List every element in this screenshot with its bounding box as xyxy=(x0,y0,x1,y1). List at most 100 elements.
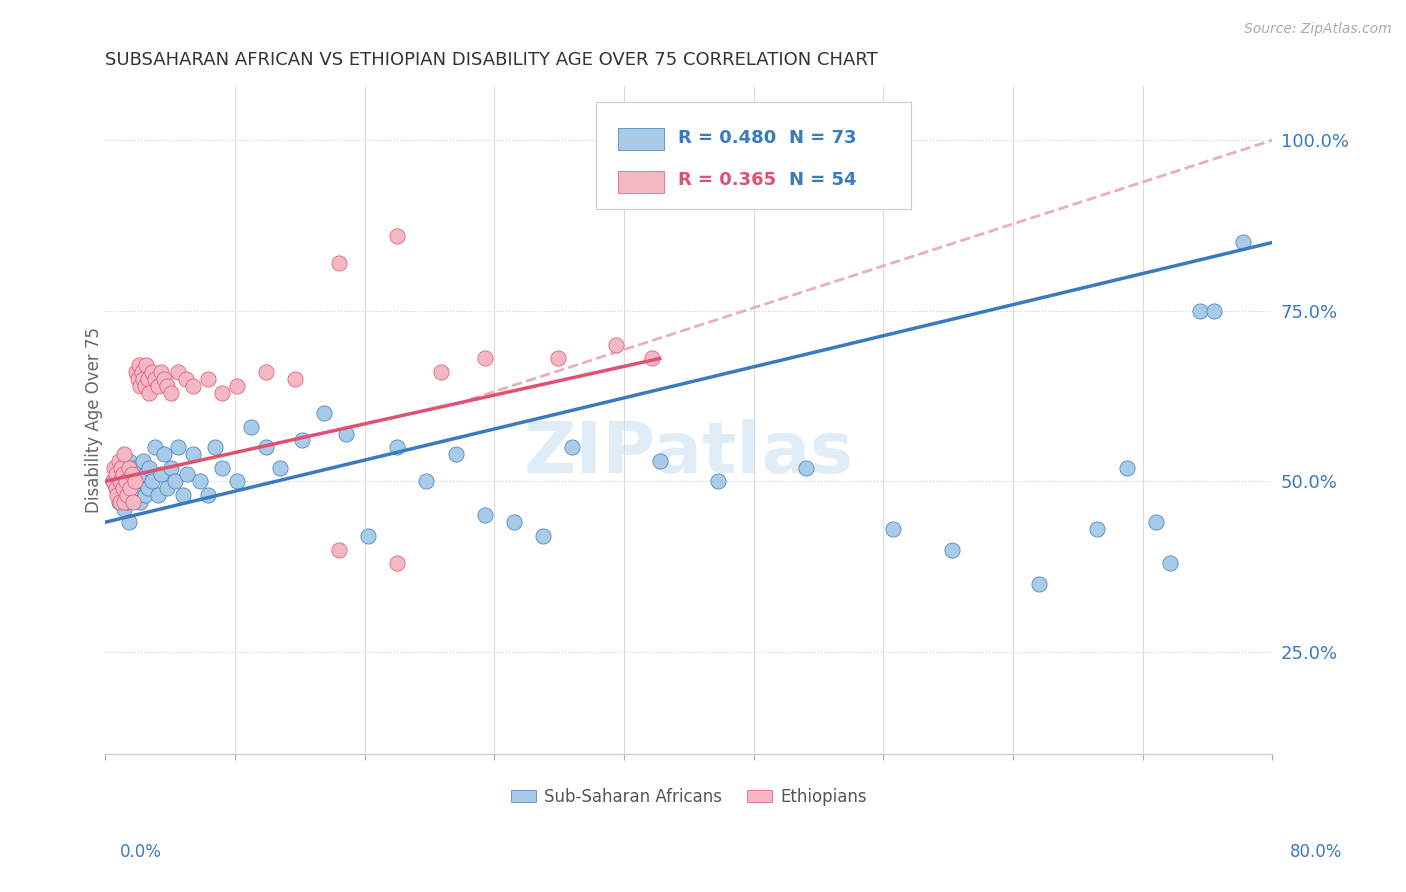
Point xyxy=(269,460,291,475)
Point xyxy=(174,372,197,386)
Point xyxy=(124,475,146,489)
Text: N = 73: N = 73 xyxy=(789,128,856,146)
Point xyxy=(104,481,127,495)
Point xyxy=(149,365,172,379)
Point xyxy=(131,475,153,489)
Point xyxy=(111,467,134,482)
Point xyxy=(129,378,152,392)
Point xyxy=(156,481,179,495)
Point xyxy=(128,460,150,475)
Point xyxy=(1188,303,1211,318)
Point xyxy=(605,338,627,352)
Point xyxy=(415,475,437,489)
Point xyxy=(122,460,145,475)
Point xyxy=(136,372,159,386)
Point xyxy=(444,447,467,461)
Point xyxy=(385,440,408,454)
Point xyxy=(176,467,198,482)
Point xyxy=(129,494,152,508)
Point xyxy=(111,481,134,495)
Point xyxy=(149,467,172,482)
Point xyxy=(335,426,357,441)
Point xyxy=(1115,460,1137,475)
Point xyxy=(197,372,219,386)
Point xyxy=(117,494,139,508)
Point xyxy=(124,475,146,489)
Point xyxy=(118,454,141,468)
Point xyxy=(1159,556,1181,570)
Point xyxy=(108,494,131,508)
Point xyxy=(284,372,307,386)
Point xyxy=(121,488,143,502)
Point xyxy=(156,378,179,392)
Point xyxy=(561,440,583,454)
Point xyxy=(641,351,664,366)
Point xyxy=(502,515,524,529)
Point xyxy=(141,475,163,489)
Point xyxy=(111,475,134,489)
Point xyxy=(121,467,143,482)
Point xyxy=(110,460,132,475)
Point xyxy=(122,494,145,508)
Point xyxy=(141,365,163,379)
Point xyxy=(188,475,211,489)
Point xyxy=(105,467,128,482)
Point xyxy=(254,365,277,379)
Point xyxy=(117,488,139,502)
Point xyxy=(118,460,141,475)
Point xyxy=(110,488,132,502)
Point xyxy=(1087,522,1109,536)
Point xyxy=(127,372,149,386)
Point xyxy=(531,529,554,543)
Point xyxy=(135,467,157,482)
Point xyxy=(314,406,336,420)
Point xyxy=(136,481,159,495)
Point xyxy=(225,475,247,489)
Point xyxy=(211,460,233,475)
Text: R = 0.365: R = 0.365 xyxy=(679,171,776,189)
Point xyxy=(160,460,183,475)
Point xyxy=(108,475,131,489)
Point xyxy=(385,556,408,570)
Point xyxy=(101,475,124,489)
Point xyxy=(165,475,187,489)
Point xyxy=(114,475,136,489)
Point xyxy=(128,358,150,372)
Point xyxy=(132,454,155,468)
Point xyxy=(118,515,141,529)
Point xyxy=(105,488,128,502)
Point xyxy=(172,488,194,502)
Point xyxy=(794,460,817,475)
Point xyxy=(125,365,148,379)
Point xyxy=(127,481,149,495)
Point xyxy=(254,440,277,454)
Point xyxy=(104,467,127,482)
Point xyxy=(101,475,124,489)
Point xyxy=(167,440,190,454)
Point xyxy=(112,447,135,461)
Point xyxy=(120,481,142,495)
Point xyxy=(1204,303,1226,318)
Point xyxy=(181,447,204,461)
Point xyxy=(143,372,166,386)
Point xyxy=(167,365,190,379)
Point xyxy=(474,508,496,523)
Point xyxy=(204,440,226,454)
FancyBboxPatch shape xyxy=(596,103,911,210)
Point xyxy=(1028,576,1050,591)
Point xyxy=(430,365,453,379)
Point xyxy=(112,494,135,508)
Point xyxy=(107,494,129,508)
Point xyxy=(197,488,219,502)
Point xyxy=(135,358,157,372)
Point xyxy=(143,440,166,454)
Point xyxy=(160,385,183,400)
FancyBboxPatch shape xyxy=(617,128,665,150)
Text: R = 0.480: R = 0.480 xyxy=(679,128,776,146)
Point xyxy=(474,351,496,366)
Point xyxy=(112,501,135,516)
Point xyxy=(146,378,169,392)
Point xyxy=(120,475,142,489)
Point xyxy=(181,378,204,392)
Point xyxy=(152,372,174,386)
